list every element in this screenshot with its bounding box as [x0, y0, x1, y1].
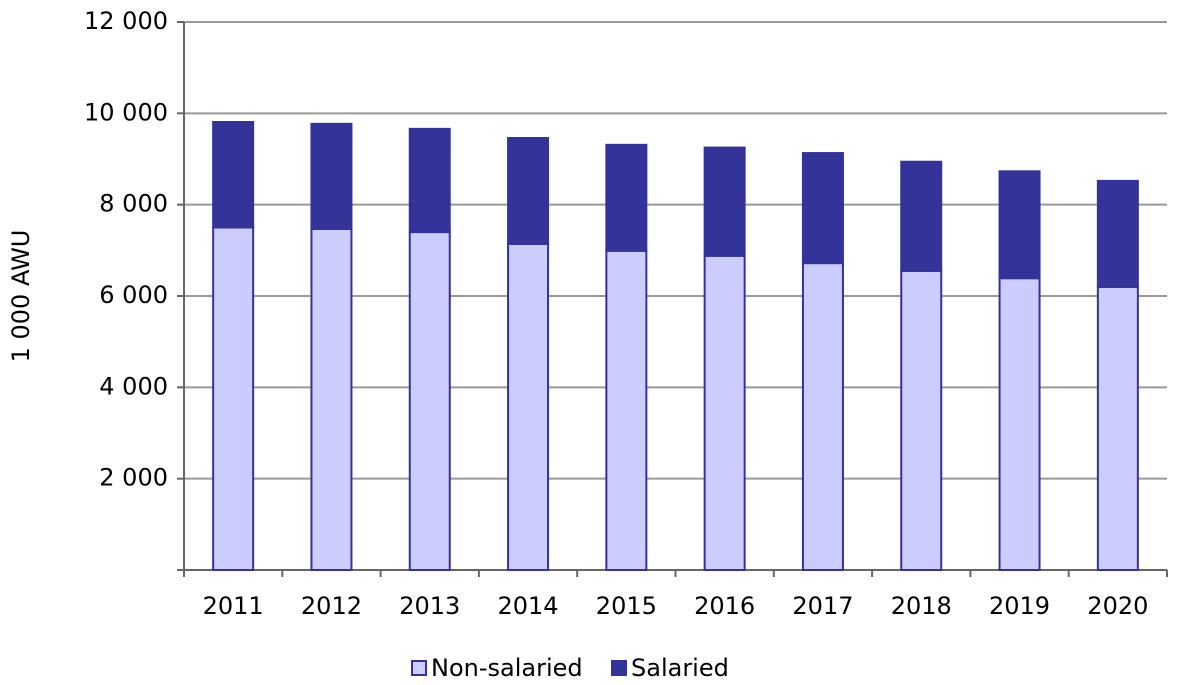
- y-tick-label: 2 000: [99, 464, 168, 492]
- y-tick-label: 10 000: [84, 98, 168, 126]
- bar-segment: [1096, 285, 1139, 571]
- y-axis-label: 1 000 AWU: [7, 230, 35, 363]
- x-tick-label: 2013: [399, 592, 460, 620]
- x-tick-label: 2014: [498, 592, 559, 620]
- bar-segment: [1096, 179, 1139, 288]
- bar-segment: [507, 136, 550, 245]
- legend-swatch: [411, 660, 427, 676]
- bar-segment: [310, 227, 353, 571]
- legend-label: Salaried: [631, 654, 729, 682]
- bar-segment: [801, 152, 844, 265]
- bar-segment: [998, 170, 1041, 280]
- x-tick-label: 2012: [301, 592, 362, 620]
- x-tick-label: 2019: [989, 592, 1050, 620]
- bar-segment: [310, 122, 353, 230]
- x-tick-label: 2018: [891, 592, 952, 620]
- x-tick-label: 2015: [596, 592, 657, 620]
- x-tick-label: 2011: [203, 592, 264, 620]
- bar-segment: [900, 269, 943, 571]
- bar-segment: [605, 249, 648, 571]
- legend-label: Non-salaried: [431, 654, 583, 682]
- y-tick-label: 6 000: [99, 281, 168, 309]
- x-tick-label: 2016: [694, 592, 755, 620]
- y-tick-label: 12 000: [84, 7, 168, 35]
- bar-segment: [998, 277, 1041, 571]
- y-tick-label: 8 000: [99, 190, 168, 218]
- x-tick-label: 2020: [1087, 592, 1148, 620]
- bar-segment: [703, 146, 746, 257]
- bar-segment: [408, 127, 451, 234]
- bar-segment: [900, 160, 943, 272]
- bar-segment: [703, 254, 746, 572]
- bar-segment: [605, 143, 648, 252]
- bar-segment: [212, 226, 255, 571]
- bar-segment: [212, 121, 255, 229]
- bar-segment: [507, 242, 550, 571]
- x-tick-label: 2017: [792, 592, 853, 620]
- bar-segment: [408, 231, 451, 571]
- bar-segment: [801, 262, 844, 571]
- y-tick-label: 4 000: [99, 372, 168, 400]
- legend-swatch: [611, 660, 627, 676]
